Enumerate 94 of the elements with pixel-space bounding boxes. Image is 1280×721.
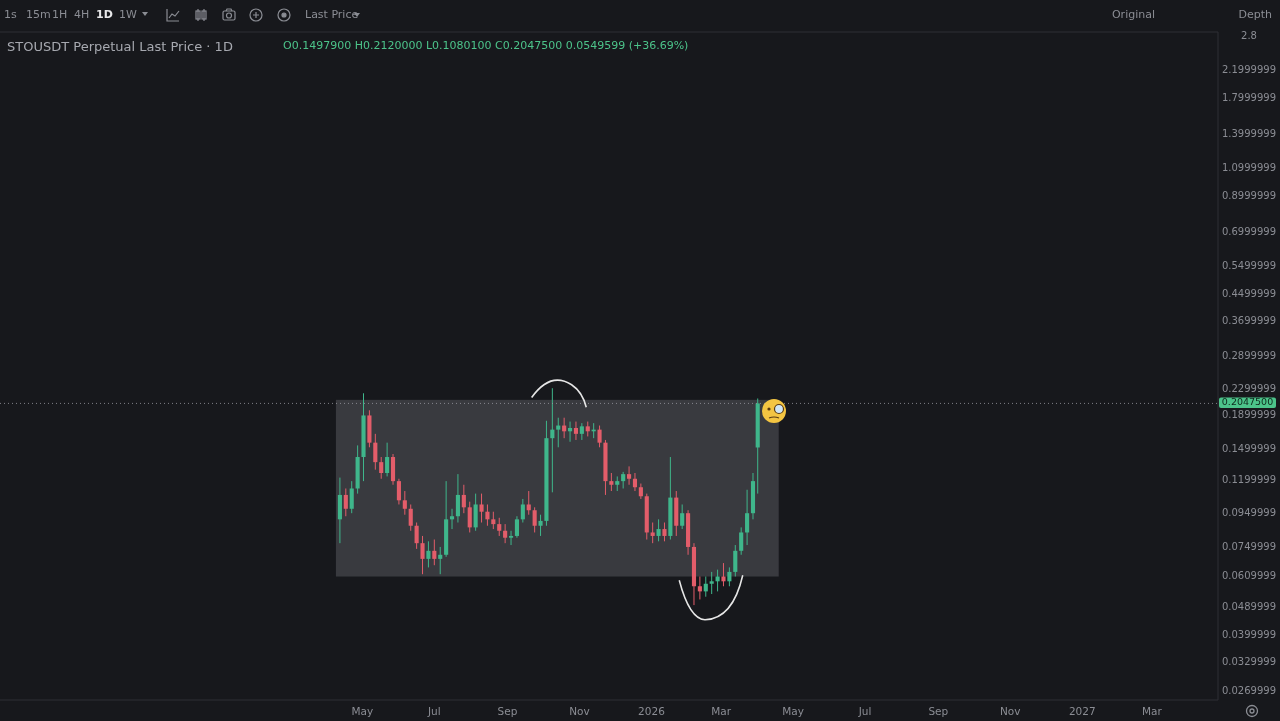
x-tick-label: Jul: [857, 705, 872, 717]
candlestick: [503, 523, 508, 544]
candlestick: [526, 490, 531, 516]
candlestick: [455, 473, 460, 523]
candlestick: [538, 514, 543, 537]
candlestick: [532, 506, 537, 533]
candlestick: [508, 530, 514, 546]
candlestick: [479, 493, 484, 523]
text: Original: [1111, 8, 1155, 21]
candlestick: [414, 522, 419, 550]
x-tick-label: Nov: [1000, 705, 1021, 717]
text: O0.1497900 H0.2120000 L0.1080100 C0.2047500 0.0549599 (+36.69%): [283, 39, 689, 52]
candlestick: [461, 484, 466, 514]
candlestick: [697, 576, 702, 600]
candlestick: [467, 501, 472, 533]
y-tick-label: 0.0749999: [1221, 540, 1277, 552]
candlestick: [632, 472, 638, 492]
candlestick: [656, 518, 661, 542]
candlestick: [420, 535, 425, 575]
candlestick: [745, 489, 750, 546]
candlestick: [739, 526, 744, 556]
y-tick-label: 1.3999999: [1221, 127, 1277, 139]
candlestick: [396, 478, 401, 505]
x-tick-label: May: [782, 705, 804, 717]
text: Last Price: [305, 8, 359, 21]
y-tick-label: 0.0489999: [1221, 600, 1277, 612]
candlestick: [432, 539, 437, 566]
candlestick: [627, 465, 632, 486]
text: 4H: [74, 8, 90, 21]
x-tick-label: 2026: [638, 705, 666, 717]
x-tick-label: Sep: [497, 705, 518, 717]
candlestick: [733, 544, 738, 578]
candlestick: [473, 493, 478, 532]
x-tick-label: May: [351, 705, 374, 717]
y-tick-label: 0.8999999: [1221, 190, 1277, 202]
candlestick: [485, 503, 490, 527]
candlestick: [709, 571, 714, 595]
y-tick-label: 0.3699999: [1221, 315, 1277, 327]
y-tick-label: 0.0609999: [1221, 569, 1277, 581]
y-tick-label: 0.5499999: [1221, 259, 1277, 271]
text: 1W: [119, 8, 137, 21]
y-tick-label: 0.0399999: [1221, 629, 1277, 641]
x-tick-label: Mar: [711, 705, 732, 717]
candlestick: [449, 508, 455, 530]
text: Depth: [1238, 8, 1273, 21]
ref-line-label: 0.2047500: [1221, 396, 1274, 408]
y-tick-label: 0.0949999: [1221, 507, 1277, 519]
y-tick-label: 0.1899999: [1221, 409, 1277, 421]
y-tick-label: 2.1999999: [1221, 64, 1277, 76]
candlestick: [373, 433, 378, 471]
text: STOUSDT Perpetual Last Price · 1D: [7, 38, 233, 54]
candlestick: [343, 487, 348, 517]
y-tick-label: 1.0999999: [1221, 161, 1277, 173]
candlestick: [426, 540, 431, 568]
y-tick-label: 0.4499999: [1221, 287, 1277, 299]
candlestick: [721, 562, 726, 587]
y-tick-label: 0.2899999: [1221, 349, 1277, 361]
x-tick-label: Nov: [569, 705, 590, 717]
candlestick: [349, 480, 354, 514]
candlestick: [385, 442, 390, 477]
y-tick-label: 0.1199999: [1221, 474, 1277, 486]
candlestick: [402, 490, 407, 516]
candlestick: [438, 546, 443, 575]
candlestick: [597, 425, 602, 448]
candlestick: [550, 387, 555, 493]
candlestick: [650, 522, 655, 544]
y-tick-label: 0.0329999: [1221, 656, 1277, 668]
candlestick: [408, 503, 413, 532]
x-tick-label: Mar: [1142, 705, 1163, 717]
text: 15m: [26, 8, 51, 21]
candlestick: [514, 515, 519, 539]
text: 1H: [52, 8, 68, 21]
candlestick: [497, 517, 502, 537]
x-tick-label: Jul: [426, 705, 441, 717]
candlestick: [662, 522, 667, 542]
candlestick: [680, 503, 685, 530]
y-tick-label: 2.8: [1241, 30, 1257, 41]
candlestick: [727, 566, 732, 587]
text: 1s: [4, 8, 17, 21]
candlestick: [379, 456, 384, 480]
candlestick: [573, 421, 579, 441]
text: 1D: [96, 8, 113, 21]
candlestick: [579, 422, 584, 441]
y-tick-label: 0.1499999: [1221, 442, 1277, 454]
x-tick-label: Sep: [928, 705, 949, 717]
candlestick: [556, 417, 561, 448]
y-tick-label: 0.0269999: [1221, 684, 1277, 696]
candlestick: [609, 472, 614, 492]
candlestick: [520, 498, 525, 523]
candlestick: [703, 576, 708, 598]
y-tick-label: 0.6999999: [1221, 225, 1277, 237]
y-tick-label: 0.2299999: [1221, 382, 1277, 394]
x-tick-label: 2027: [1068, 705, 1096, 717]
y-tick-label: 1.7999999: [1221, 92, 1277, 104]
